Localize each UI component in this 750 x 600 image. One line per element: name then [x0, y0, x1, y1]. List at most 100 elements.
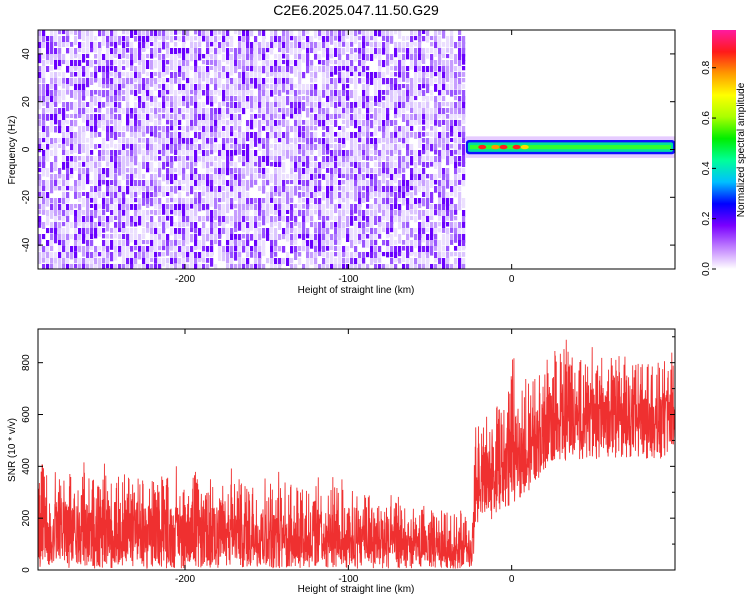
spectrogram-cell: [402, 210, 406, 218]
spectrogram-cell: [226, 132, 230, 138]
spectrogram-cell: [122, 54, 126, 59]
spectrogram-cell: [178, 186, 182, 191]
spectrogram-cell: [194, 210, 198, 218]
spectrogram-cell: [246, 54, 250, 60]
spectrogram-cell: [454, 156, 458, 166]
spectrogram-cell: [378, 48, 382, 55]
spectrogram-cell: [238, 48, 242, 57]
spectrogram-cell: [370, 168, 374, 174]
spectrogram-cell: [182, 72, 186, 81]
spectrogram-cell: [70, 252, 74, 260]
spectrogram-cell: [370, 156, 374, 161]
spectrogram-cell: [186, 252, 190, 258]
spectrogram-cell: [286, 180, 290, 185]
spectrogram-cell: [314, 240, 318, 249]
spectrogram-cell: [174, 30, 178, 35]
spectrogram-cell: [166, 234, 170, 242]
spectrogram-cell: [98, 114, 102, 122]
spectrogram-cell: [86, 72, 90, 81]
spectrogram-cell: [234, 108, 238, 113]
spectrogram-cell: [354, 30, 358, 40]
spectrogram-cell: [194, 264, 198, 269]
spectrogram-cell: [66, 234, 70, 243]
spectrogram-cell: [274, 210, 278, 215]
spectrogram-cell: [290, 30, 294, 39]
spectrogram-cell: [74, 216, 78, 226]
spectrogram-cell: [130, 168, 134, 175]
spectrogram-cell: [354, 120, 358, 129]
spectrogram-cell: [418, 210, 422, 220]
spectrogram-cell: [330, 222, 334, 230]
spectrogram-cell: [274, 240, 278, 248]
spectrogram-cell: [442, 186, 446, 195]
spectrogram-cell: [234, 246, 238, 252]
spectrogram-cell: [290, 84, 294, 93]
spectrogram-cell: [394, 78, 398, 87]
spectrogram-cell: [450, 108, 454, 118]
spectrogram-cell: [462, 264, 466, 269]
spectrogram-cell: [354, 258, 358, 265]
spectrogram-cell: [278, 138, 282, 143]
spectrogram-cell: [202, 36, 206, 42]
spectrogram-cell: [162, 90, 166, 97]
spectrogram-cell: [330, 156, 334, 164]
spectrogram-cell: [150, 180, 154, 190]
spectrogram-cell: [90, 246, 94, 251]
spectrogram-cell: [42, 114, 46, 121]
spectrogram-cell: [222, 162, 226, 169]
spectrogram-cell: [254, 78, 258, 88]
spectrogram-cell: [194, 234, 198, 241]
spectrogram-cell: [354, 144, 358, 152]
spectrogram-cell: [62, 72, 66, 80]
spectrogram-cell: [358, 228, 362, 237]
spectrogram-cell: [386, 246, 390, 254]
spectrogram-cell: [274, 120, 278, 130]
spectrogram-cell: [50, 222, 54, 230]
spectrogram-cell: [114, 78, 118, 86]
spectrogram-cell: [130, 216, 134, 224]
spectrogram-cell: [150, 60, 154, 70]
spectrogram-cell: [378, 252, 382, 259]
spectrogram-cell: [426, 198, 430, 205]
spectrogram-cell: [230, 216, 234, 222]
spectrogram-cell: [162, 96, 166, 103]
spectrogram-cell: [394, 60, 398, 68]
spectrogram-cell: [126, 144, 130, 149]
spectrogram-cell: [182, 36, 186, 44]
spectrogram-cell: [266, 108, 270, 118]
spectrogram-cell: [42, 198, 46, 207]
spectrogram-cell: [306, 66, 310, 74]
spectrogram-cell: [62, 90, 66, 100]
spectrogram-cell: [62, 126, 66, 132]
spectrogram-cell: [286, 186, 290, 193]
spectrogram-cell: [186, 192, 190, 197]
spectrogram-cell: [422, 210, 426, 218]
spectrogram-cell: [94, 252, 98, 258]
spectrogram-cell: [174, 258, 178, 264]
spectrogram-cell: [410, 102, 414, 111]
spectrogram-cell: [42, 156, 46, 166]
spectrogram-cell: [406, 102, 410, 111]
spectrogram-cell: [230, 264, 234, 269]
spectrogram-cell: [190, 42, 194, 51]
spectrogram-cell: [418, 42, 422, 52]
spectrogram-cell: [402, 138, 406, 144]
spectrogram-cell: [406, 150, 410, 156]
spectrogram-cell: [262, 156, 266, 163]
spectrogram-cell: [278, 84, 282, 91]
spectrogram-cell: [362, 144, 366, 151]
spectrogram-cell: [442, 138, 446, 144]
spectrogram-cell: [414, 252, 418, 257]
spectrogram-cell: [286, 90, 290, 95]
spectrogram-cell: [134, 126, 138, 132]
spectrogram-cell: [154, 42, 158, 52]
spectrogram-cell: [382, 126, 386, 136]
spectrogram-cell: [222, 108, 226, 114]
spectrogram-cell: [390, 120, 394, 126]
spectrogram-cell: [302, 240, 306, 250]
spectrogram-cell: [202, 84, 206, 90]
spectrogram-cell: [318, 168, 322, 175]
spectrogram-cell: [418, 60, 422, 68]
spectrogram-cell: [154, 144, 158, 154]
spectrogram-cell: [410, 108, 414, 113]
